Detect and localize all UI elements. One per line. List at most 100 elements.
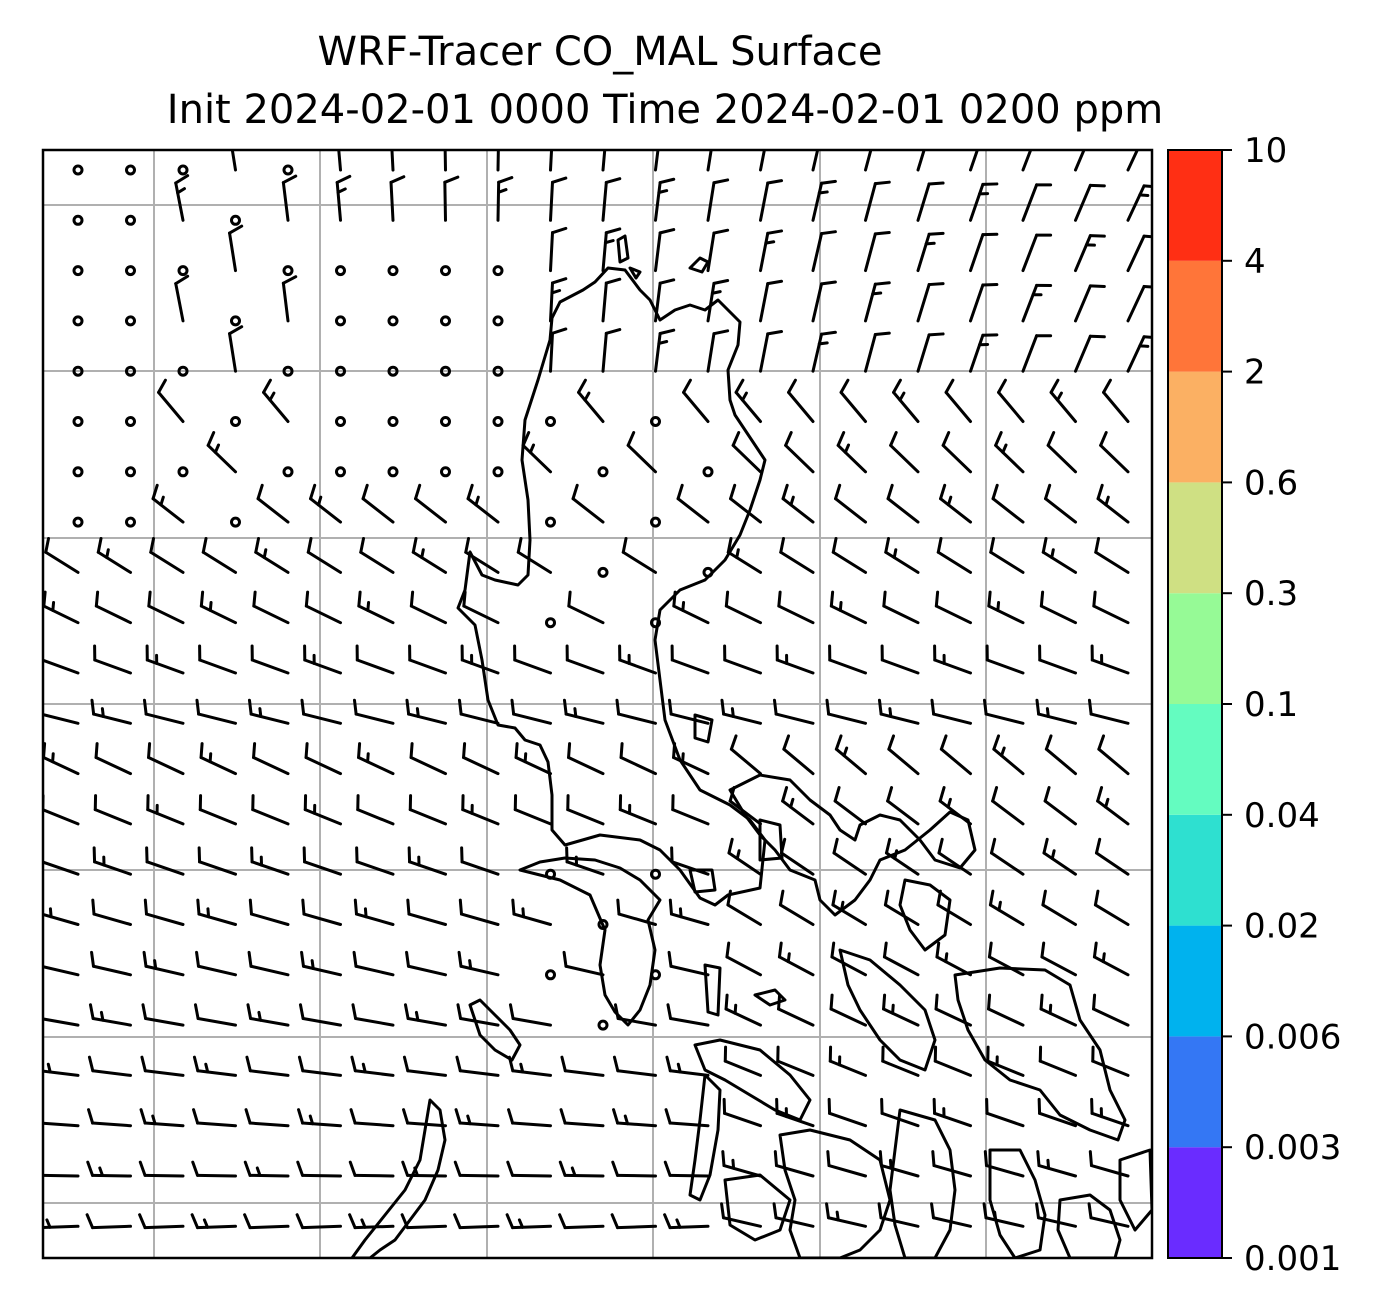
wind-barb [787,378,815,423]
wind-barb [361,483,395,524]
wind-barb [864,230,891,273]
wind-barb [577,378,605,423]
wind-barb [94,742,132,776]
wind-barb [505,1213,552,1230]
wind-barb [143,898,185,926]
wind-barb [939,734,972,776]
wind-barb [1021,233,1053,273]
colorbar-segment [1168,371,1222,483]
wind-barb [43,907,80,926]
wind-barb [886,483,920,524]
wind-barb [1094,537,1130,574]
calm-wind-circle [440,466,451,478]
wind-barb [1038,1045,1077,1077]
wind-barb [613,1003,657,1027]
wind-barb [916,181,945,222]
wind-barb [759,330,784,373]
wind-barb [772,1202,815,1228]
calm-wind-circle [440,265,451,277]
wind-barb [193,1003,237,1027]
wind-barb [43,713,80,725]
wind-barb [407,846,447,876]
colorbar-segment [1168,925,1222,1037]
wind-barb [882,941,920,977]
wind-barb [309,483,342,524]
wind-barb [969,150,979,172]
calm-wind-circle [335,365,346,377]
wind-barb [303,794,342,826]
wind-barb [454,1108,500,1128]
calm-wind-circle [177,164,189,176]
wind-barb [1092,941,1130,977]
wind-barb [834,483,867,524]
wind-barb [933,644,972,675]
coastline-east-island-b [898,878,952,952]
wind-barb [989,837,1025,876]
calm-wind-circle [72,315,84,327]
wind-barb [969,283,999,323]
wind-barb [405,698,447,725]
wind-barb [931,1150,972,1178]
coastline-west-island [518,856,662,1027]
wind-barb [281,275,298,323]
wind-barb [1044,483,1077,524]
wind-barb [352,698,395,725]
wind-barb [43,965,80,977]
wind-barb [443,175,460,222]
wind-barb [932,1097,972,1128]
calm-wind-circle [125,365,136,377]
wind-barb [521,431,552,474]
wind-barb [1092,590,1130,625]
calm-wind-circle [440,416,451,427]
wind-barb [567,742,605,776]
wind-barb [85,1213,132,1230]
wind-barb [987,941,1025,977]
wind-barb [92,846,132,876]
calm-wind-circle [125,214,136,226]
wind-barb [359,537,395,574]
map-gridlines [43,150,1152,1258]
wind-barb [149,537,185,574]
calm-wind-circle [72,214,84,226]
wind-barb [916,150,926,172]
wind-barb [667,698,710,725]
wind-barb [88,1003,132,1027]
wind-barb [773,1150,815,1178]
wind-barb [295,1213,342,1230]
wind-barb [601,227,622,273]
wind-barbs [43,150,1152,1230]
wind-barb [389,175,406,222]
wind-barb [1090,644,1130,675]
calm-wind-circle [650,416,661,427]
wind-barb [510,698,552,725]
colorbar-tick-label: 0.6 [1244,463,1298,503]
wind-barb [206,431,237,474]
wind-barb [460,846,500,876]
map-subtitle: Init 2024-02-01 0000 Time 2024-02-01 020… [166,87,1164,133]
wind-barb [566,794,605,826]
calm-wind-circle [177,265,189,277]
wind-barb [174,174,190,222]
calm-wind-circle [387,365,399,377]
wind-barb [1087,698,1130,725]
calm-wind-circle [282,164,294,176]
wind-barb [729,734,762,776]
wind-barb [725,941,762,977]
wind-barb [250,644,290,675]
wind-barb [43,1017,80,1027]
wind-barb [43,1173,80,1178]
wind-barb [251,794,290,826]
wind-barb [916,231,945,273]
wind-barb [781,786,815,826]
wind-barb [262,378,290,423]
wind-barb [1037,1097,1077,1128]
calm-wind-circle [597,566,609,578]
calm-wind-circle [597,919,609,930]
wind-barb [355,644,395,675]
wind-barb [936,537,972,574]
wind-barb [811,280,837,323]
wind-barb [87,1108,132,1128]
wind-barb [889,431,920,474]
wind-barb [195,698,237,725]
